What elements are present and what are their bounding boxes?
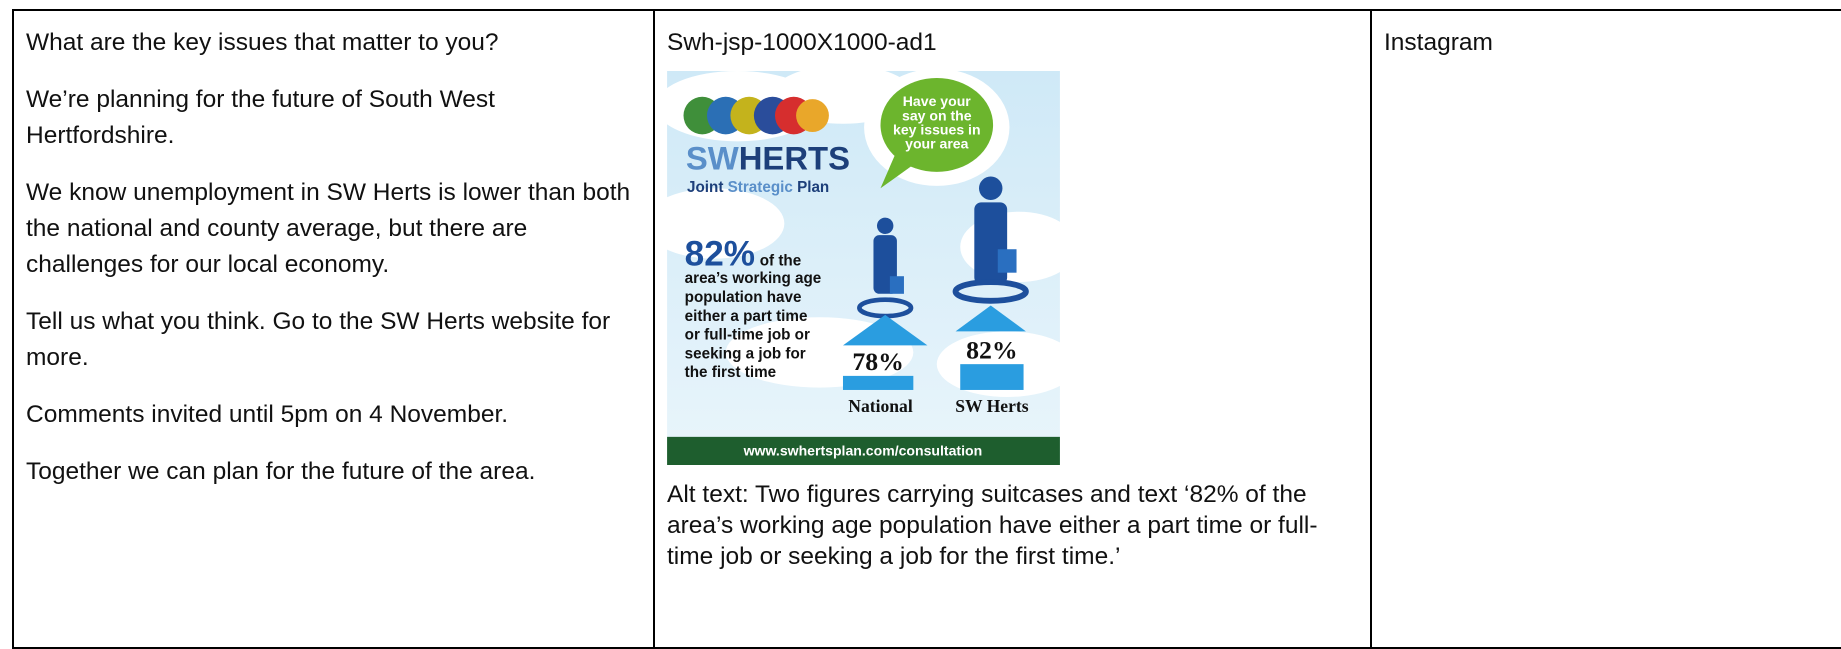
logo-strategic: Strategic (728, 179, 794, 196)
message-paragraph: Together we can plan for the future of t… (26, 454, 641, 490)
table-row: What are the key issues that matter to y… (13, 10, 1841, 648)
message-paragraph: We’re planning for the future of South W… (26, 82, 641, 154)
local-label: SW Herts (955, 396, 1029, 416)
message-cell: What are the key issues that matter to y… (13, 10, 654, 648)
url: www.swhertsplan.com/consultation (743, 443, 983, 459)
headline-line: the first time (685, 364, 776, 381)
bubble-line: your area (905, 135, 968, 151)
headline-line: seeking a job for (685, 345, 806, 362)
message-paragraph: What are the key issues that matter to y… (26, 25, 641, 61)
logo-joint: Joint (687, 179, 723, 196)
channel-cell: Instagram (1371, 10, 1841, 648)
logo-plan: Plan (797, 179, 829, 196)
headline-line: or full-time job or (685, 327, 810, 344)
headline-line: either a part time (685, 308, 808, 325)
message-paragraph: Comments invited until 5pm on 4 November… (26, 397, 641, 433)
content-table: What are the key issues that matter to y… (12, 9, 1841, 649)
svg-text:Joint Strategic Plan: Joint Strategic Plan (687, 179, 829, 196)
national-label: National (848, 396, 913, 416)
filename: Swh-jsp-1000X1000-ad1 (667, 25, 1358, 61)
alt-text: Alt text: Two figures carrying suitcases… (667, 479, 1358, 572)
headline-line: population have (685, 289, 802, 306)
channel: Instagram (1384, 25, 1840, 61)
logo-sw: SW (686, 140, 739, 177)
message-paragraph: Tell us what you think. Go to the SW Her… (26, 304, 641, 376)
logo-herts: HERTS (739, 140, 850, 177)
headline-line: area’s working age (685, 270, 822, 287)
headline-suffix: of the (760, 253, 801, 270)
svg-text:SWHERTS: SWHERTS (686, 140, 850, 177)
message-paragraph: We know unemployment in SW Herts is lowe… (26, 175, 641, 283)
local-value: 82% (966, 335, 1018, 364)
ad-image: SWHERTS Joint Strategic Plan Have yoursa… (667, 71, 1060, 465)
page: What are the key issues that matter to y… (0, 0, 1841, 635)
logo-circles (684, 97, 829, 135)
asset-cell: Swh-jsp-1000X1000-ad1 SWHERTS Joint Stra… (654, 10, 1371, 648)
headline-value: 82% (685, 235, 755, 274)
national-value: 78% (852, 347, 904, 376)
